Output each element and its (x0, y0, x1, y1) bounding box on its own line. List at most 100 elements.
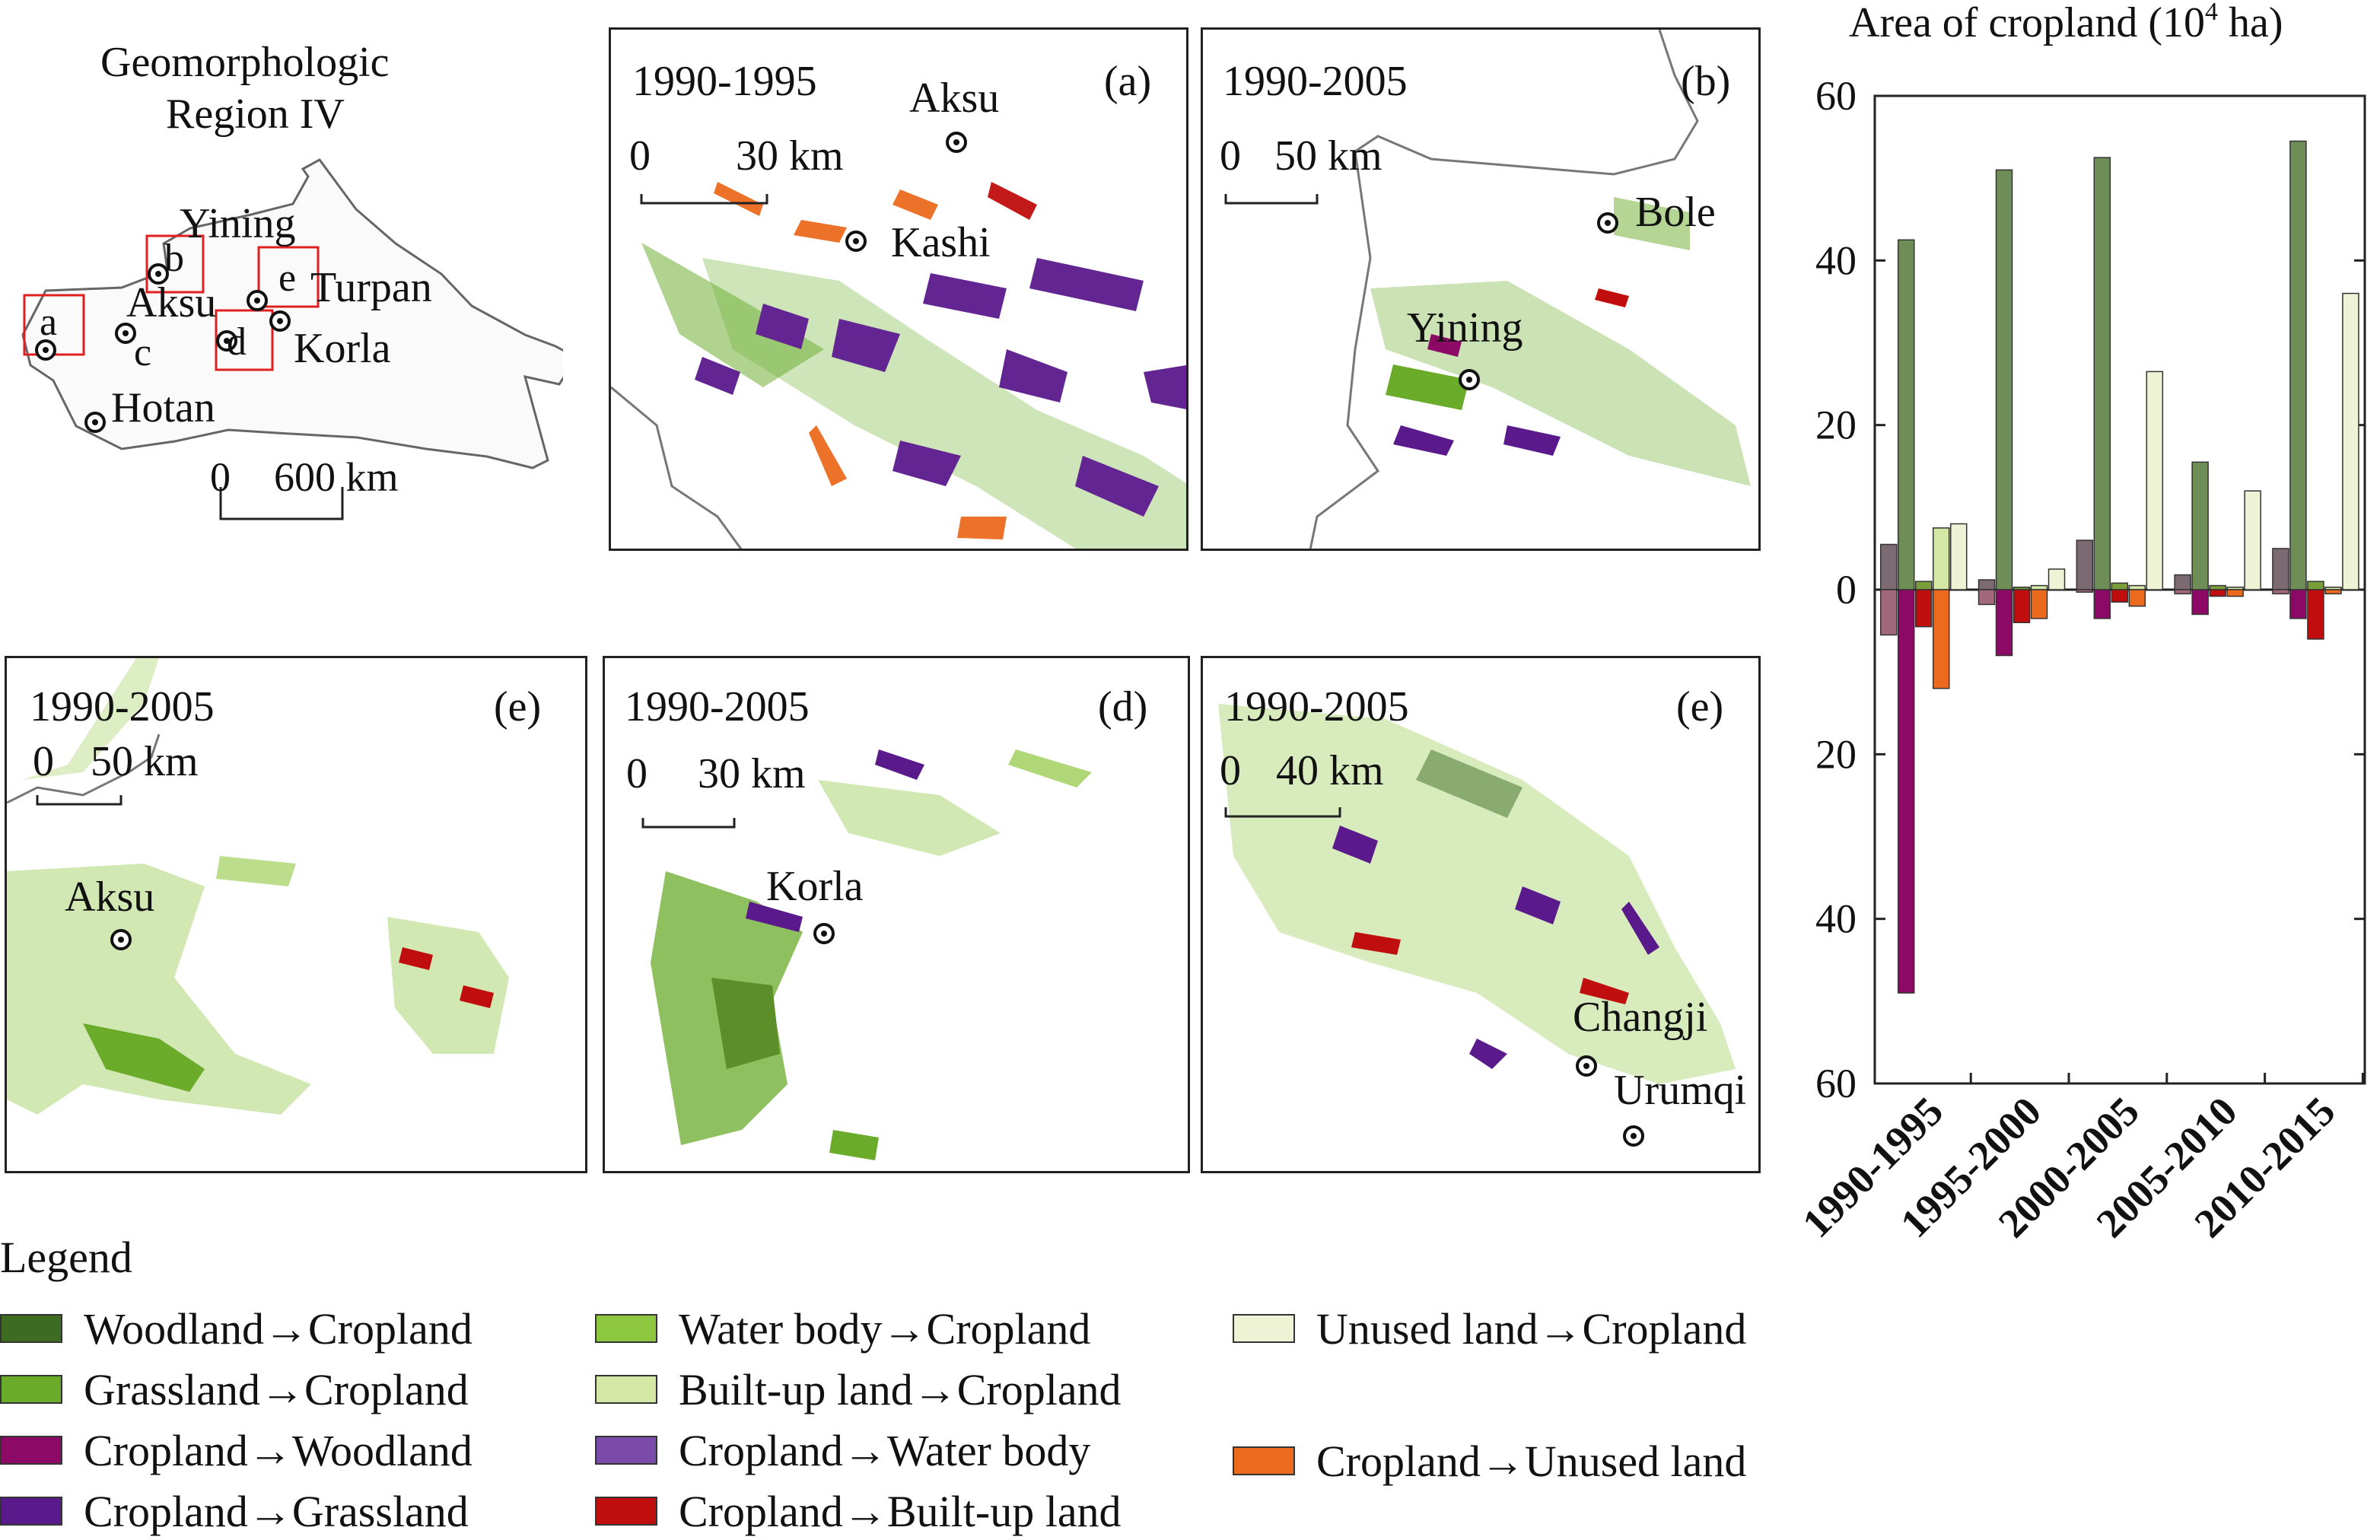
bar (1995, 589, 2013, 657)
overview-map: Geomorphologic Region IV Yining Turpan A… (0, 0, 563, 548)
panel-b-tag: (b) (1681, 58, 1731, 105)
bar (2174, 574, 2191, 590)
panel-e-aksu-map (7, 658, 509, 1115)
legend-item: Cropland→Grassland (0, 1487, 469, 1536)
bar (2128, 584, 2146, 590)
legend-swatch (1233, 1446, 1295, 1475)
panel-b-scale-value: 50 km (1274, 132, 1382, 180)
bar (2289, 589, 2307, 619)
legend-swatch (0, 1497, 62, 1526)
legend-item: Grassland→Cropland (0, 1364, 469, 1414)
bar (1897, 239, 1915, 590)
overview-scale-value: 600 km (274, 454, 399, 500)
chart-title-end: ha) (2218, 0, 2283, 46)
bar (2076, 589, 2094, 593)
panel-a-map (611, 132, 1186, 549)
bar (2209, 584, 2226, 590)
panel-e-changji-period: 1990-2005 (1224, 683, 1409, 730)
bar (2324, 589, 2342, 595)
bar (1949, 523, 1968, 590)
bar (2307, 589, 2324, 640)
bar (1932, 589, 1950, 689)
overview-outline (21, 158, 563, 520)
chart-title-main: Area of cropland (10 (1849, 0, 2205, 46)
legend-item: Cropland→Unused land (1233, 1437, 1746, 1486)
legend-label: Built-up land→Cropland (679, 1364, 1122, 1414)
box-label-a: a (40, 301, 58, 344)
legend-label: Cropland→Built-up land (679, 1486, 1122, 1536)
panel-e-changji-map (1218, 704, 1736, 1147)
panel-a-tag: (a) (1104, 58, 1152, 105)
city-label-hotan: Hotan (111, 384, 215, 431)
panel-e-aksu-period: 1990-2005 (30, 683, 215, 730)
y-tick-label: 60 (1815, 73, 1857, 119)
map-panel-e-aksu: 1990-2005 (e) 0 50 km Aksu (5, 656, 587, 1173)
city-label-korla: Korla (294, 325, 391, 372)
bar (2111, 582, 2129, 590)
panel-a-city-kashi: Kashi (891, 219, 991, 266)
box-label-e: e (278, 256, 297, 300)
panel-d-period: 1990-2005 (625, 683, 810, 730)
bar (1914, 589, 1933, 628)
panel-e-changji-scale-value: 40 km (1276, 747, 1384, 794)
bar (2272, 589, 2289, 595)
bar (2226, 589, 2244, 597)
bar (1932, 527, 1950, 590)
legend-item: Cropland→Built-up land (595, 1486, 1122, 1536)
panel-e-changji-city-changji: Changji (1573, 994, 1708, 1041)
panel-e-changji-scale-zero: 0 (1220, 747, 1241, 794)
panel-b-map (1224, 30, 1751, 549)
panel-e-changji-city-urumqi: Urumqi (1614, 1067, 1747, 1114)
panel-d-scale-zero: 0 (626, 750, 648, 797)
legend-swatch (0, 1314, 62, 1343)
y-tick-label: 40 (1815, 237, 1857, 283)
legend-item: Water body→Cropland (595, 1303, 1091, 1354)
panel-a-scale-value: 30 km (736, 132, 844, 180)
legend-item: Cropland→Water body (595, 1426, 1090, 1475)
y-tick-label: 60 (1815, 1061, 1857, 1106)
bar (2307, 581, 2324, 590)
legend-title: Legend (0, 1233, 132, 1282)
box-label-d: d (227, 320, 247, 364)
legend-item: Woodland→Cropland (0, 1304, 473, 1354)
box-label-b: b (164, 237, 184, 280)
legend-swatch (1233, 1314, 1295, 1343)
city-label-aksu: Aksu (126, 279, 217, 326)
bar (1914, 581, 1933, 590)
bar (2030, 584, 2048, 590)
legend-label: Grassland→Cropland (84, 1364, 469, 1414)
legend-item: Unused land→Cropland (1233, 1304, 1746, 1354)
bar (1897, 589, 1915, 994)
map-panel-d: 1990-2005 (d) 0 30 km Korla (603, 656, 1190, 1173)
bar (2128, 589, 2146, 607)
bar (2272, 548, 2289, 590)
map-panel-a: 1990-1995 (a) 0 30 km Aksu Kashi (609, 27, 1188, 551)
bar (2244, 490, 2261, 590)
box-label-c: c (134, 331, 152, 374)
panel-a-scale-zero: 0 (629, 132, 651, 180)
panel-e-aksu-city-aksu: Aksu (65, 873, 155, 921)
y-tick-label: 20 (1815, 402, 1857, 448)
overview-title-line2: Region IV (166, 91, 345, 138)
bar (2209, 589, 2226, 597)
overview-scale-zero: 0 (210, 454, 231, 500)
cropland-area-bar-chart: Area of cropland (104 ha) 60402002040601… (1793, 0, 2366, 1246)
panel-a-city-aksu: Aksu (909, 75, 1000, 122)
panel-e-changji-tag: (e) (1676, 683, 1724, 730)
legend-swatch (0, 1436, 62, 1465)
panel-e-aksu-scale-zero: 0 (33, 738, 54, 785)
y-tick-label: 0 (1836, 567, 1857, 612)
city-label-yining: Yining (180, 200, 296, 247)
bar (2076, 539, 2094, 590)
bar (1978, 589, 1996, 606)
city-label-turpan: Turpan (310, 264, 432, 311)
map-panel-e-changji: 1990-2005 (e) 0 40 km Changji Urumqi (1201, 656, 1761, 1173)
y-tick-label: 40 (1815, 896, 1857, 942)
legend-label: Water body→Cropland (679, 1303, 1091, 1354)
panel-d-tag: (d) (1098, 683, 1148, 730)
panel-d-scale-value: 30 km (698, 750, 806, 797)
bar (2093, 157, 2111, 590)
panel-d-map (641, 749, 1092, 1160)
panel-b-city-yining: Yining (1407, 304, 1523, 352)
bar (2093, 589, 2111, 619)
